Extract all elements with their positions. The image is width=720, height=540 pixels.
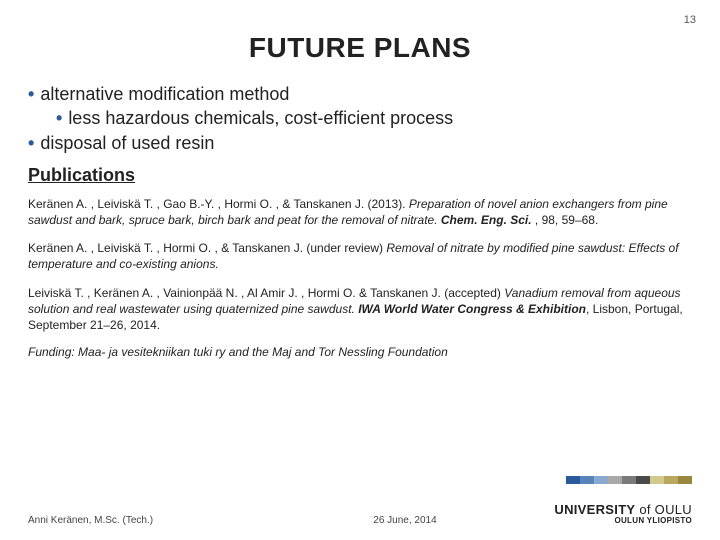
color-swatch bbox=[650, 476, 664, 484]
pub-authors: Keränen A. , Leiviskä T. , Gao B.-Y. , H… bbox=[28, 197, 409, 211]
uni-name-bold: UNIVERSITY bbox=[554, 502, 635, 517]
color-swatch bbox=[636, 476, 650, 484]
bullet-dot-icon: • bbox=[28, 84, 34, 104]
footer: Anni Keränen, M.Sc. (Tech.) 26 June, 201… bbox=[28, 503, 692, 526]
funding-text: Funding: Maa- ja vesitekniikan tuki ry a… bbox=[28, 345, 692, 359]
publications-heading: Publications bbox=[28, 165, 692, 186]
bullet-dot-icon: • bbox=[56, 108, 62, 128]
uni-name-rest: of OULU bbox=[639, 502, 692, 517]
publication-entry: Leiviskä T. , Keränen A. , Vainionpää N.… bbox=[28, 285, 692, 334]
university-subname: OULUN YLIOPISTO bbox=[554, 517, 692, 526]
university-logo-text: UNIVERSITY of OULU OULUN YLIOPISTO bbox=[554, 503, 692, 526]
color-swatch bbox=[594, 476, 608, 484]
pub-authors: Keränen A. , Leiviskä T. , Hormi O. , & … bbox=[28, 241, 386, 255]
bullet-item: • disposal of used resin bbox=[28, 131, 692, 155]
publication-entry: Keränen A. , Leiviskä T. , Hormi O. , & … bbox=[28, 240, 692, 272]
page-number: 13 bbox=[684, 14, 696, 26]
bullet-text: disposal of used resin bbox=[40, 133, 214, 153]
slide: 13 FUTURE PLANS • alternative modificatio… bbox=[0, 0, 720, 540]
pub-tail: , 98, 59–68. bbox=[532, 213, 599, 227]
color-swatch bbox=[678, 476, 692, 484]
footer-date: 26 June, 2014 bbox=[373, 515, 436, 526]
bullet-item: • alternative modification method bbox=[28, 82, 692, 106]
bullet-text: less hazardous chemicals, cost-efficient… bbox=[68, 108, 453, 128]
bullet-dot-icon: • bbox=[28, 133, 34, 153]
color-swatch bbox=[580, 476, 594, 484]
color-swatch bbox=[664, 476, 678, 484]
university-name: UNIVERSITY of OULU bbox=[554, 503, 692, 517]
bullet-subitem: • less hazardous chemicals, cost-efficien… bbox=[56, 106, 692, 130]
publication-entry: Keränen A. , Leiviskä T. , Gao B.-Y. , H… bbox=[28, 196, 692, 228]
bullet-text: alternative modification method bbox=[40, 84, 289, 104]
pub-journal: Chem. Eng. Sci. bbox=[441, 213, 532, 227]
color-swatch bbox=[608, 476, 622, 484]
pub-journal: IWA World Water Congress & Exhibition bbox=[358, 302, 586, 316]
color-bar bbox=[566, 476, 692, 484]
slide-title: FUTURE PLANS bbox=[28, 32, 692, 64]
color-swatch bbox=[566, 476, 580, 484]
pub-authors: Leiviskä T. , Keränen A. , Vainionpää N.… bbox=[28, 286, 504, 300]
bullet-list: • alternative modification method • less h… bbox=[28, 82, 692, 155]
footer-author: Anni Keränen, M.Sc. (Tech.) bbox=[28, 515, 153, 526]
color-swatch bbox=[622, 476, 636, 484]
